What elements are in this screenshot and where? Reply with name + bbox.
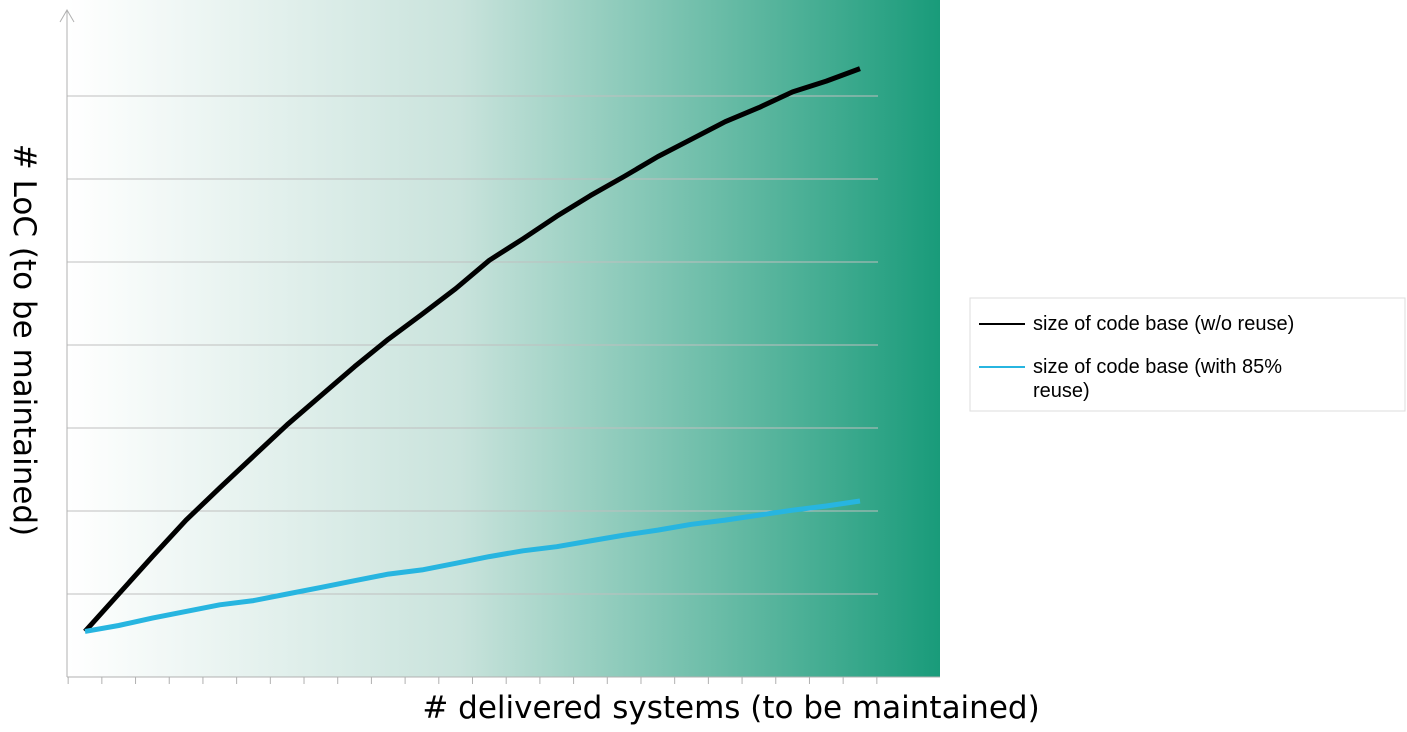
series-lines	[83, 66, 861, 634]
y-axis-arrow	[59, 9, 75, 23]
x-axis-label: # delivered systems (to be maintained)	[422, 690, 1039, 726]
legend-box	[969, 297, 1406, 412]
legend-label-series-2: size of code base (with 85% reuse)	[1033, 356, 1282, 402]
legend: size of code base (w/o reuse) size of co…	[969, 297, 1406, 412]
y-axis-label: # LoC (to be maintained)	[6, 144, 42, 536]
legend-label-series-1: size of code base (w/o reuse)	[1033, 313, 1294, 335]
x-axis-ticks	[67, 677, 878, 684]
series-line-2	[84, 498, 861, 634]
gridlines	[67, 95, 878, 595]
plot-background	[67, 0, 940, 677]
series-line-1	[83, 66, 861, 634]
